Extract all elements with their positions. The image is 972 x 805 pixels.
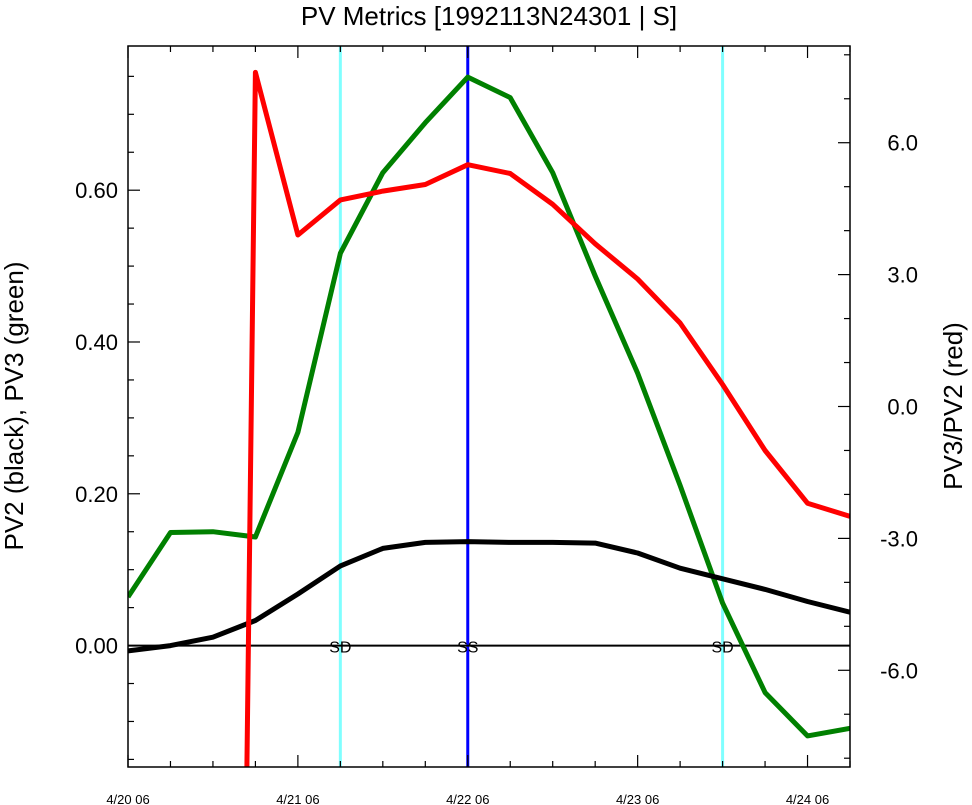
series-line — [128, 539, 850, 654]
axis-ticks: 4/20 06 4/21 06 4/22 06 4/23 06 4/24 06 0.00 0… — [75, 46, 918, 805]
x-tick-label: 4/20 06 — [106, 792, 149, 805]
right-tick-label: -6.0 — [880, 658, 918, 683]
x-tick-label: 4/23 06 — [616, 792, 659, 805]
right-tick-label: 6.0 — [887, 131, 918, 156]
right-tick-label: -3.0 — [880, 526, 918, 551]
series-line — [128, 74, 850, 739]
series-line — [244, 69, 850, 767]
chart-title: PV Metrics [1992113N24301 | S] — [301, 1, 677, 31]
left-tick-label: 0.20 — [75, 482, 118, 507]
x-tick-label: 4/21 06 — [276, 792, 319, 805]
left-tick-label: 0.40 — [75, 330, 118, 355]
left-axis-label: PV2 (black), PV3 (green) — [0, 261, 29, 550]
left-tick-label: 0.00 — [75, 634, 118, 659]
x-tick-label: 4/22 06 — [446, 792, 489, 805]
right-tick-label: 3.0 — [887, 263, 918, 288]
reference-label: SS — [457, 640, 478, 657]
right-axis-label: PV3/PV2 (red) — [938, 322, 968, 490]
reference-labels: SD SS SD — [329, 640, 733, 657]
right-tick-label: 0.0 — [887, 395, 918, 420]
left-tick-label: 0.60 — [75, 178, 118, 203]
x-tick-label: 4/24 06 — [786, 792, 829, 805]
plot-frame — [127, 45, 851, 768]
reference-label: SD — [711, 640, 733, 657]
series-lines — [128, 69, 850, 767]
reference-label: SD — [329, 640, 351, 657]
